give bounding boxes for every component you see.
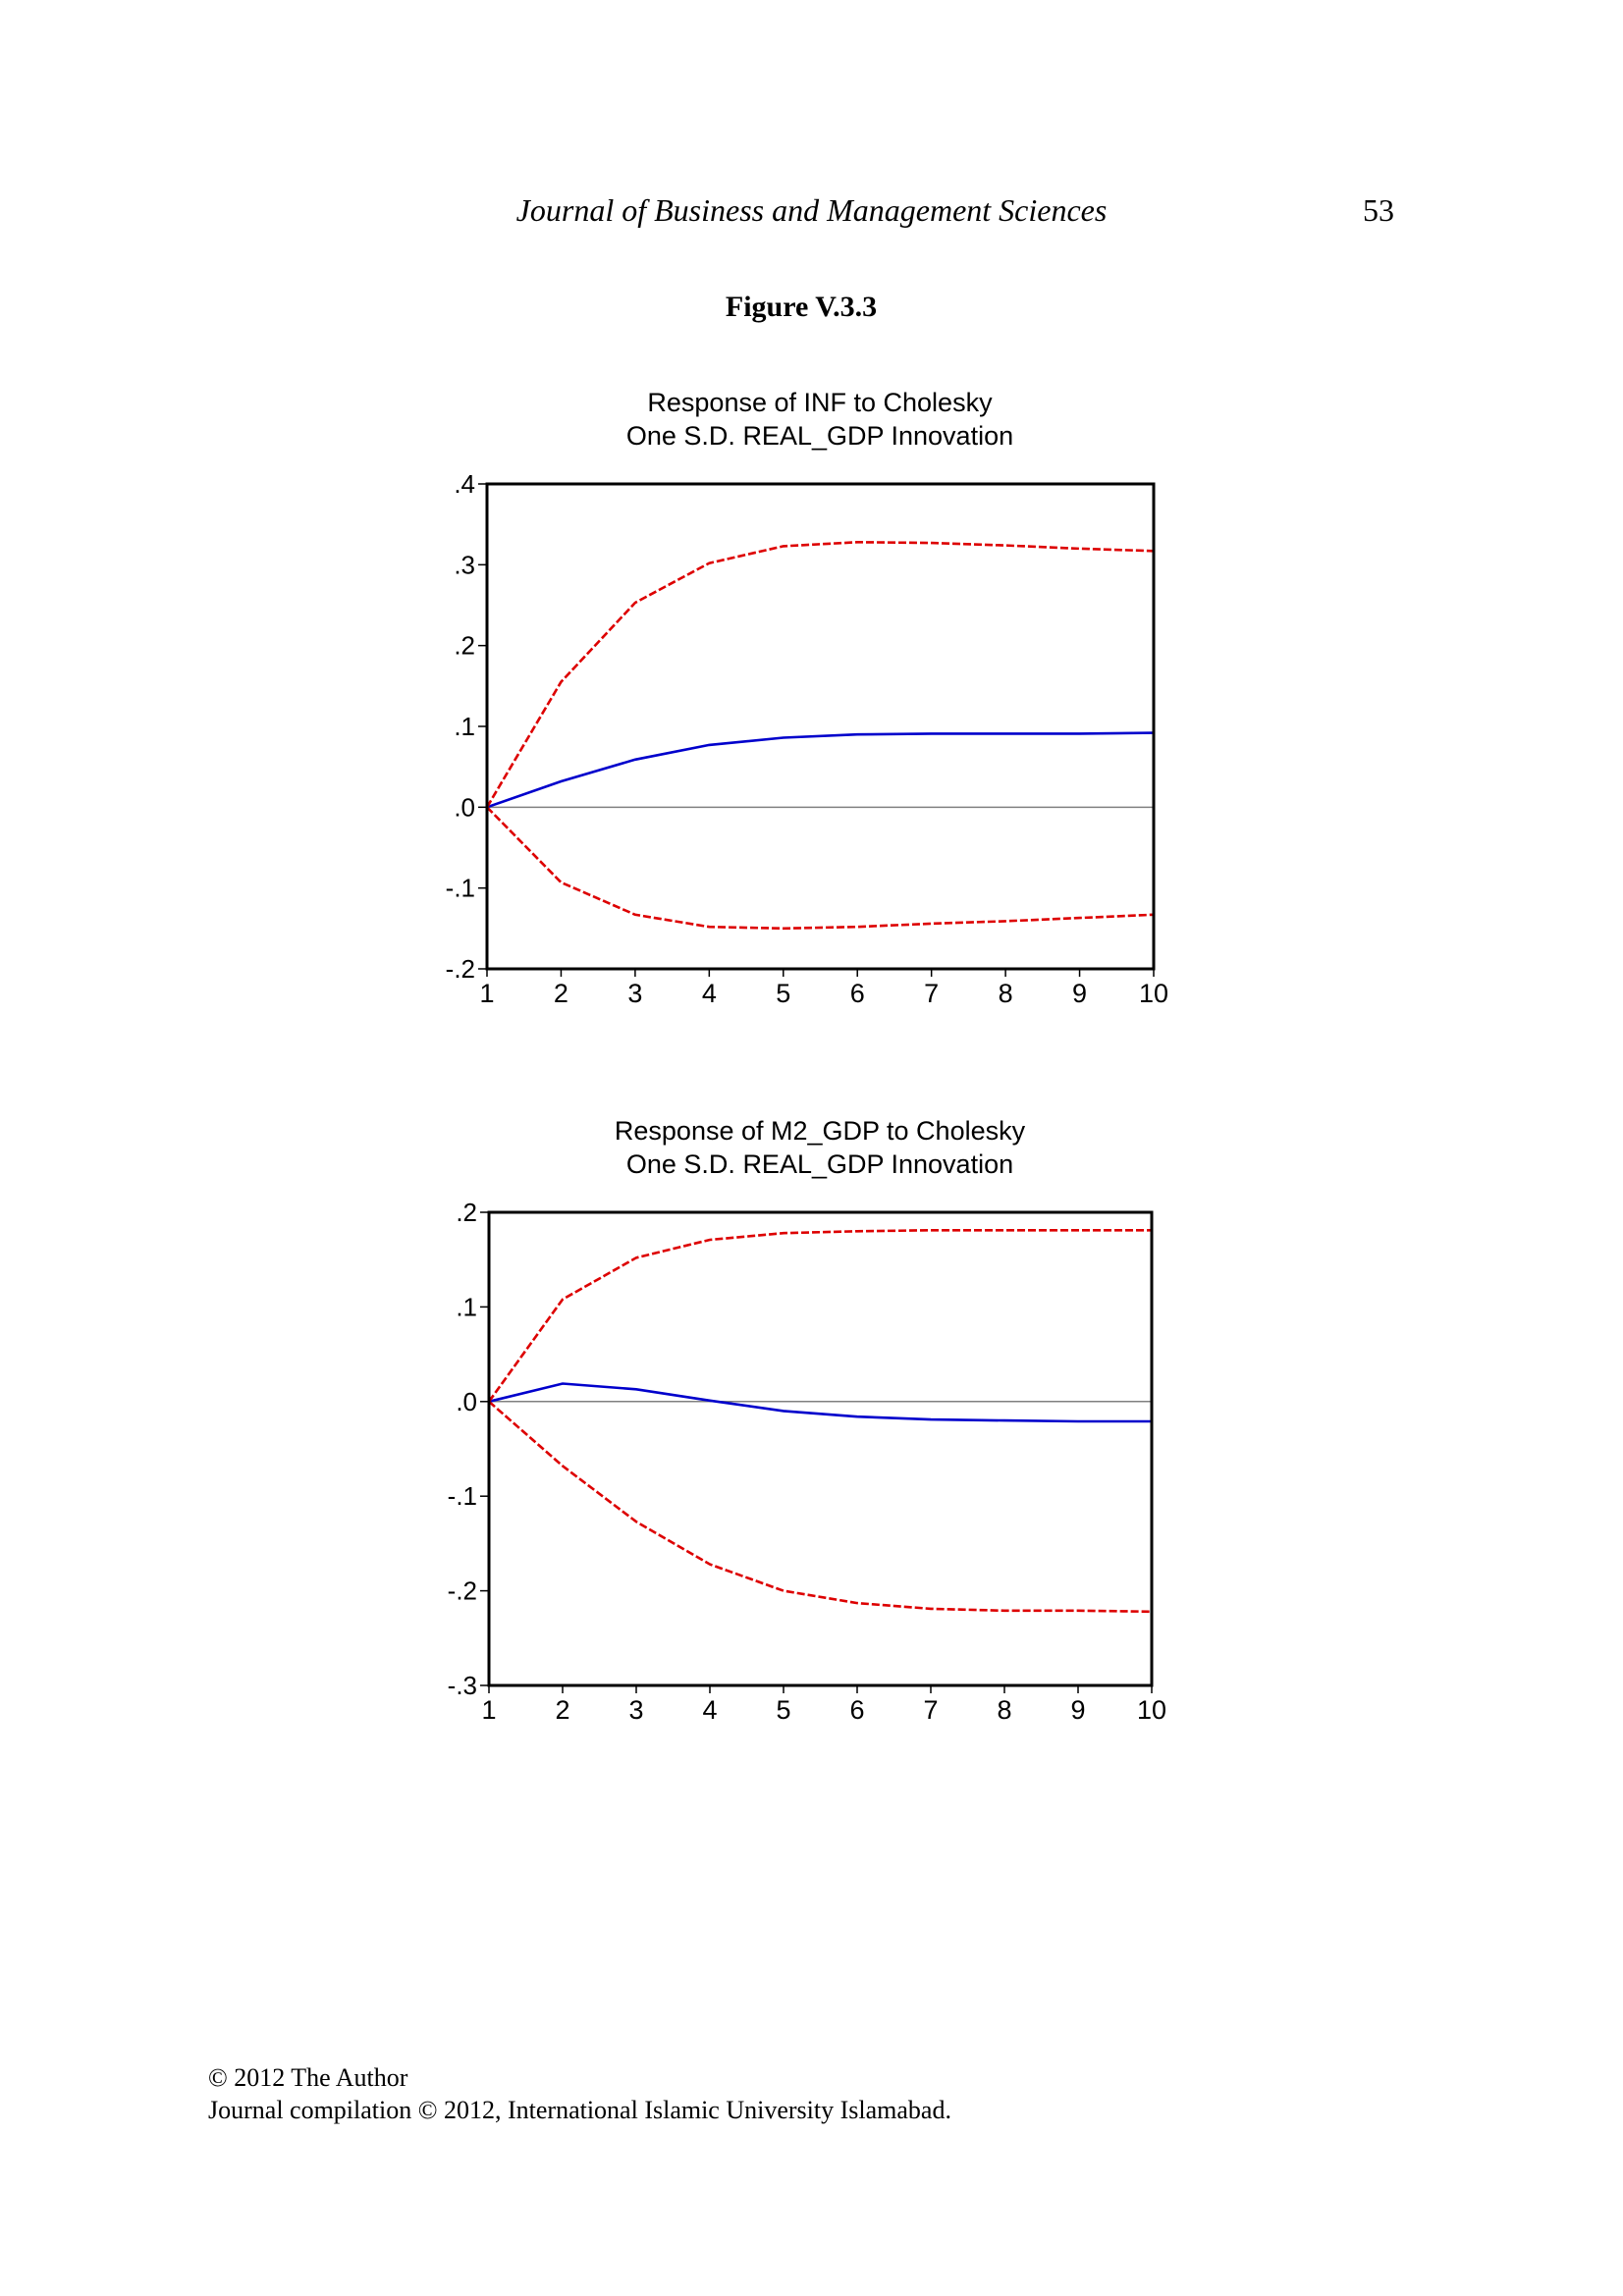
footer-compilation: Journal compilation © 2012, Internationa… — [208, 2096, 951, 2124]
y-tick-label: .1 — [454, 712, 475, 741]
x-tick-label: 2 — [555, 1695, 569, 1725]
figure-label: Figure V.3.3 — [725, 291, 878, 323]
y-tick-label: -.2 — [446, 954, 475, 984]
plot-frame — [487, 1210, 1154, 1687]
y-tick-label: .1 — [456, 1292, 477, 1321]
x-tick-label: 10 — [1137, 1695, 1166, 1725]
chart-m2gdp-response: .2 .1 .0 -.1 -.2 -.31 2 3 4 5 6 7 8 9 10 — [448, 1198, 1166, 1725]
journal-title: Journal of Business and Management Scien… — [515, 192, 1108, 228]
chart-1-subtitle: One S.D. REAL_GDP Innovation — [625, 421, 1014, 451]
chart-1-title-block: Response of INF to Cholesky One S.D. REA… — [511, 386, 1129, 453]
chart-1-title: Response of INF to Cholesky — [647, 388, 993, 417]
x-tick-label: 5 — [776, 1695, 790, 1725]
series-line-lower — [486, 806, 1155, 931]
x-tick-label: 4 — [702, 1695, 717, 1725]
x-tick-label: 10 — [1139, 979, 1168, 1008]
x-tick-label: 2 — [554, 979, 568, 1008]
x-tick-label: 3 — [627, 979, 642, 1008]
y-tick-label: -.3 — [448, 1671, 477, 1700]
x-tick-label: 7 — [924, 979, 939, 1008]
x-tick-label: 6 — [849, 1695, 864, 1725]
footer-copyright: © 2012 The Author — [208, 2063, 408, 2092]
y-tick-label: .2 — [456, 1198, 477, 1227]
footer: © 2012 The Author Journal compilation © … — [208, 2061, 951, 2126]
chart-inf-response: .4 .3 .2 .1 .0 -.1 -.21 2 3 4 5 6 7 8 9 10 — [446, 469, 1168, 1008]
x-tick-label: 8 — [999, 979, 1013, 1008]
y-tick-label: .2 — [454, 631, 475, 661]
y-tick-label: -.2 — [448, 1576, 477, 1606]
x-tick-label: 3 — [628, 1695, 643, 1725]
chart-2-subtitle: One S.D. REAL_GDP Innovation — [625, 1149, 1014, 1179]
y-tick-label: .0 — [454, 792, 475, 822]
series-line-lower — [488, 1400, 1153, 1614]
chart-2-title-block: Response of M2_GDP to Cholesky One S.D. … — [511, 1114, 1129, 1181]
x-tick-label: 1 — [481, 1695, 496, 1725]
x-tick-label: 5 — [776, 979, 790, 1008]
series-line-upper — [487, 1229, 1152, 1403]
page-number: 53 — [1363, 192, 1394, 228]
y-tick-label: -.1 — [446, 874, 475, 903]
y-tick-label: .4 — [454, 469, 475, 499]
x-tick-label: 7 — [923, 1695, 938, 1725]
x-tick-label: 8 — [997, 1695, 1011, 1725]
series-line-response — [486, 731, 1155, 809]
series-line-upper — [485, 540, 1155, 808]
x-tick-label: 4 — [702, 979, 717, 1008]
x-tick-label: 1 — [479, 979, 494, 1008]
chart-2-title: Response of M2_GDP to Cholesky — [614, 1116, 1026, 1146]
y-tick-label: .3 — [454, 550, 475, 579]
y-tick-label: -.1 — [448, 1481, 477, 1511]
series-line-response — [488, 1382, 1152, 1423]
x-tick-label: 6 — [850, 979, 865, 1008]
x-tick-label: 9 — [1072, 979, 1087, 1008]
y-tick-label: .0 — [456, 1387, 477, 1416]
x-tick-label: 9 — [1070, 1695, 1085, 1725]
